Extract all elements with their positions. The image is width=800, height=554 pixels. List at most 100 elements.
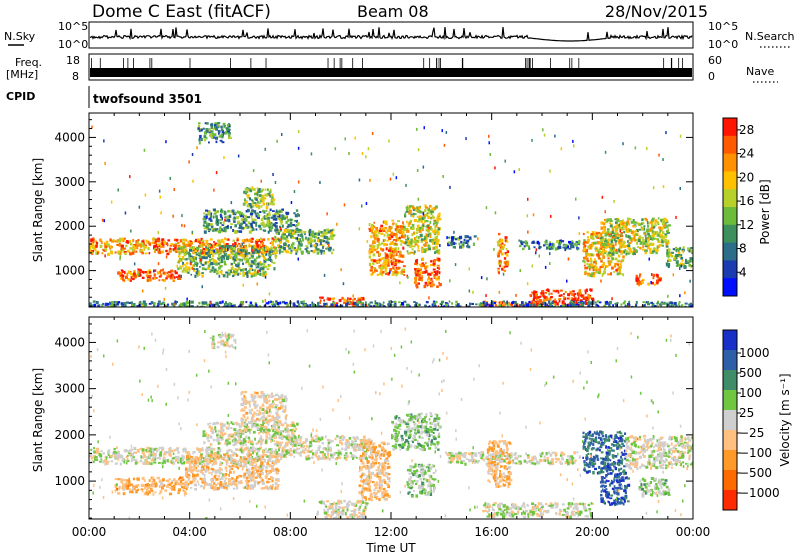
noise-cell [498, 290, 501, 294]
data-cell [213, 268, 217, 272]
data-cell [584, 244, 587, 247]
data-cell [571, 244, 574, 248]
data-cell [223, 253, 227, 256]
data-cell [594, 249, 597, 252]
data-cell [403, 228, 407, 232]
data-cell [384, 220, 388, 224]
data-cell [416, 224, 420, 228]
data-cell [229, 136, 232, 139]
data-cell [273, 214, 276, 218]
data-cell [176, 276, 178, 278]
noise-cell [319, 181, 321, 184]
data-cell [644, 251, 647, 255]
data-cell [422, 263, 426, 267]
data-cell [216, 453, 219, 456]
data-cell [628, 300, 631, 304]
data-cell [597, 305, 600, 307]
data-cell [621, 259, 625, 263]
data-cell [206, 222, 209, 226]
noise-cell [308, 233, 311, 237]
data-cell [407, 224, 410, 227]
data-cell [295, 252, 298, 255]
noise-cell [548, 292, 550, 296]
data-cell [172, 274, 175, 277]
data-cell [245, 261, 247, 264]
data-cell [156, 245, 159, 249]
data-cell [526, 303, 530, 307]
data-cell [298, 241, 301, 245]
data-cell [154, 277, 158, 280]
data-cell [396, 253, 398, 257]
data-cell [416, 231, 419, 235]
data-cell [260, 266, 263, 270]
data-cell [95, 244, 98, 248]
data-cell [242, 245, 246, 249]
noise-cell [422, 212, 425, 216]
data-cell [153, 448, 156, 451]
data-cell [424, 219, 426, 222]
data-cell [393, 300, 397, 304]
data-cell [676, 263, 679, 267]
data-cell [250, 240, 254, 243]
data-cell [264, 193, 268, 197]
data-cell [432, 242, 434, 245]
data-cell [256, 187, 259, 190]
data-cell [268, 211, 271, 214]
data-cell [111, 240, 115, 243]
noise-cell [417, 148, 420, 152]
data-cell [126, 240, 129, 242]
data-cell [132, 456, 135, 459]
data-cell [171, 459, 174, 463]
data-cell [309, 239, 313, 243]
noise-cell [281, 133, 283, 136]
data-cell [603, 270, 606, 275]
noise-cell [378, 242, 380, 246]
data-cell [183, 483, 186, 487]
noise-cell [532, 213, 535, 217]
data-cell [225, 257, 229, 261]
data-cell [399, 225, 403, 229]
data-cell [150, 462, 153, 466]
data-cell [613, 232, 617, 235]
data-cell [206, 261, 209, 264]
data-cell [661, 240, 664, 244]
data-cell [369, 305, 373, 307]
data-cell [429, 279, 432, 282]
data-cell [114, 457, 118, 460]
data-cell [372, 253, 376, 257]
data-cell [126, 272, 129, 277]
data-cell [196, 273, 198, 276]
data-cell [403, 274, 406, 276]
data-cell [411, 223, 415, 227]
data-cell [437, 249, 441, 253]
data-cell [651, 229, 654, 233]
data-cell [226, 216, 229, 219]
data-cell [417, 270, 420, 272]
data-cell [396, 266, 400, 270]
data-cell [229, 255, 232, 259]
data-cell [224, 244, 228, 248]
data-cell [396, 225, 400, 229]
noise-cell [344, 137, 346, 141]
data-cell [132, 239, 135, 243]
data-cell [286, 303, 289, 307]
data-cell [558, 242, 562, 246]
noise-cell [544, 265, 547, 269]
data-cell [156, 457, 160, 460]
data-cell [255, 223, 258, 227]
data-cell [618, 219, 620, 222]
data-cell [407, 240, 410, 243]
data-cell [486, 303, 489, 306]
data-cell [261, 247, 264, 250]
noise-cell [342, 282, 345, 286]
data-cell [142, 300, 146, 304]
data-cell [207, 250, 209, 253]
data-cell [302, 300, 305, 303]
data-cell [438, 283, 442, 287]
data-cell [218, 266, 221, 270]
data-cell [385, 231, 388, 234]
data-cell [257, 189, 261, 193]
data-cell [651, 223, 654, 226]
data-cell [135, 240, 138, 244]
data-cell [678, 305, 681, 307]
